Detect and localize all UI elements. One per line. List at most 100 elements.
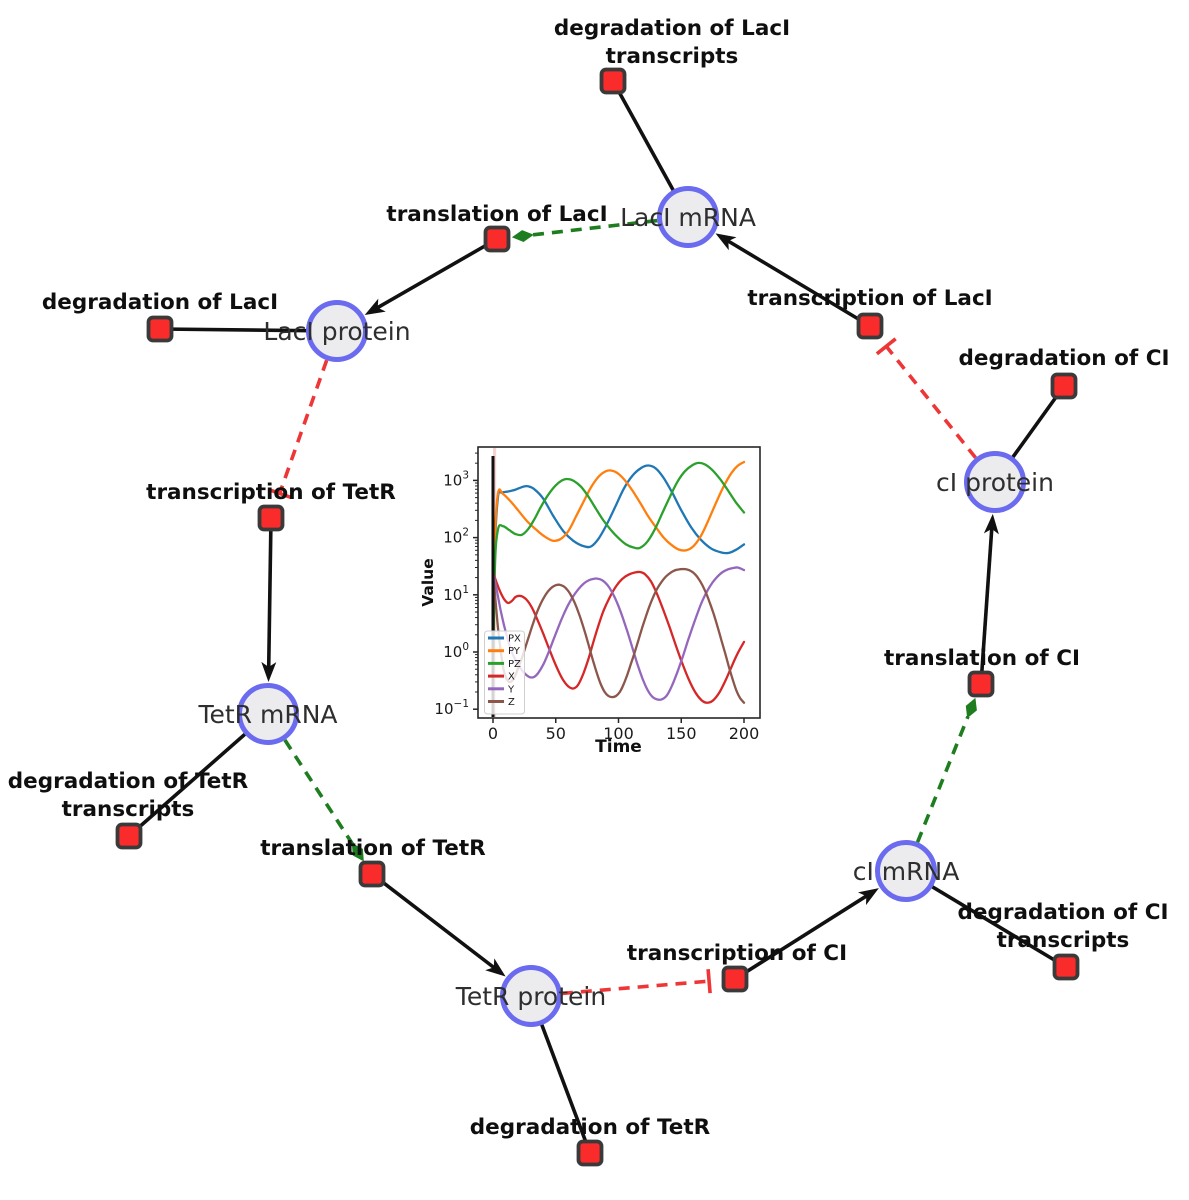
reaction-node-deg_laci	[146, 315, 174, 343]
inhibition-tee-icon	[267, 487, 292, 500]
reaction-label-deg_tetr_tx-line1: degradation of TetR	[8, 769, 249, 794]
reaction-node-tx_laci	[856, 312, 884, 340]
chart-series-PZ	[491, 461, 746, 688]
nodes-layer	[115, 67, 1080, 1167]
legend-label-PY: PY	[508, 646, 521, 657]
chart-series-X	[491, 570, 746, 704]
species-node-laci_mrna	[657, 186, 719, 248]
species-node-tetr_protein	[500, 965, 562, 1027]
modifier-dashed-line	[283, 739, 355, 846]
edge-production-tx_laci-laci_mrna	[715, 233, 871, 328]
species-label-tetr_mrna: TetR mRNA	[197, 700, 337, 729]
reaction-node-deg_tetr_tx	[115, 822, 143, 850]
arrowhead-icon	[858, 888, 879, 906]
edge-inhibition-ci_protein-tx_laci	[875, 337, 978, 459]
arrowhead-icon	[485, 958, 506, 977]
legend-label-PX: PX	[508, 634, 521, 645]
edge-modifier-laci_mrna-transl_laci	[511, 218, 658, 242]
reaction-label-transl_tetr-line1: translation of TetR	[260, 836, 486, 861]
arrowhead-icon	[261, 661, 277, 682]
inhibition-dashed-line	[277, 359, 329, 495]
edge-inhibition-tetr_protein-tx_ci	[561, 969, 712, 996]
arrowhead-icon	[364, 298, 386, 315]
inset-chart: 0 50 100 150 20010−1100101102103TimeValuePXP…	[419, 446, 761, 757]
production-line	[375, 237, 498, 310]
x-tick-label: 50	[546, 724, 566, 743]
inhibition-dashed-line	[561, 979, 710, 996]
species-node-laci_protein	[306, 300, 368, 362]
reaction-node-deg_ci_tx	[1052, 953, 1080, 981]
reaction-label-deg_tetr_tx-line2: transcripts	[62, 797, 195, 822]
edge-inhibition-laci_protein-tx_tetr	[267, 359, 329, 500]
inhibition-dashed-line	[884, 345, 978, 459]
reaction-node-tx_ci	[721, 965, 749, 993]
reaction-node-transl_laci	[483, 225, 511, 253]
production-line	[979, 527, 994, 685]
x-tick-label: 150	[666, 724, 697, 743]
reaction-label-deg_ci-line1: degradation of CI	[959, 346, 1170, 371]
edge-production-tx_ci-ci_mrna	[734, 888, 879, 981]
species-label-ci_mrna: cI mRNA	[853, 857, 960, 886]
x-tick-label: 0	[488, 724, 498, 743]
species-label-laci_protein: LacI protein	[263, 317, 410, 346]
x-tick-label: 100	[603, 724, 634, 743]
reaction-label-deg_tetr-line1: degradation of TetR	[470, 1115, 711, 1140]
species-node-ci_mrna	[875, 840, 937, 902]
production-line	[370, 872, 496, 970]
edge-modifier-ci_mrna-transl_ci	[915, 697, 977, 843]
modifier-arrowhead-icon	[511, 230, 534, 242]
arrowhead-icon	[715, 233, 737, 251]
reaction-node-tx_tetr	[257, 504, 285, 532]
y-axis-label: Value	[419, 558, 437, 606]
arrowhead-icon	[983, 513, 999, 535]
y-tick-label: 10−1	[434, 698, 469, 718]
y-tick-label: 100	[443, 641, 469, 661]
reaction-node-transl_ci	[967, 670, 995, 698]
chart-series-PX	[491, 464, 746, 688]
legend-label-PZ: PZ	[508, 659, 521, 670]
labels-layer: LacI mRNA LacI protein TetR mRNA TetR prote…	[8, 16, 1170, 1140]
reaction-label-deg_ci_tx-line2: transcripts	[997, 928, 1130, 953]
y-tick-label: 101	[443, 584, 469, 604]
species-label-laci_mrna: LacI mRNA	[620, 203, 756, 232]
reaction-node-deg_ci	[1050, 372, 1078, 400]
reaction-label-transl_ci-line1: translation of CI	[884, 646, 1080, 671]
reaction-label-deg_laci-line1: degradation of LacI	[42, 290, 278, 315]
edge-production-tx_tetr-tetr_mrna	[261, 517, 277, 682]
inhibition-tee-icon	[875, 337, 897, 356]
reaction-node-transl_tetr	[358, 860, 386, 888]
reaction-label-deg_ci_tx-line1: degradation of CI	[958, 900, 1169, 925]
reaction-label-tx_tetr-line1: transcription of TetR	[146, 480, 396, 505]
edge-modifier-tetr_mrna-transl_tetr	[283, 739, 364, 862]
reaction-node-deg_tetr	[576, 1139, 604, 1167]
inhibition-tee-icon	[706, 969, 712, 994]
modifier-dashed-line	[915, 715, 970, 843]
reaction-label-transl_laci-line1: translation of LacI	[386, 202, 607, 227]
production-line	[734, 894, 869, 981]
y-tick-label: 102	[443, 527, 469, 547]
reaction-node-deg_laci_tx	[599, 67, 627, 95]
species-label-tetr_protein: TetR protein	[455, 982, 606, 1011]
consumption-line	[905, 869, 1067, 969]
reaction-label-tx_ci-line1: transcription of CI	[627, 941, 847, 966]
species-node-tetr_mrna	[237, 683, 299, 745]
chart-series-PY	[491, 460, 746, 688]
legend-label-Y: Y	[507, 684, 515, 695]
legend-label-X: X	[508, 672, 515, 683]
chart-series-Y	[491, 566, 746, 701]
x-tick-label: 200	[729, 724, 760, 743]
modifier-arrowhead-icon	[965, 697, 977, 719]
modifier-dashed-line	[531, 218, 658, 237]
production-line	[726, 239, 871, 328]
species-node-ci_protein	[964, 451, 1026, 513]
reaction-label-deg_laci_tx-line1: degradation of LacI	[554, 16, 790, 41]
legend-label-Z: Z	[508, 697, 515, 708]
edge-production-transl_laci-laci_protein	[364, 237, 498, 315]
y-tick-label: 103	[443, 469, 469, 489]
species-label-ci_protein: cI protein	[936, 468, 1054, 497]
reaction-label-deg_laci_tx-line2: transcripts	[606, 44, 739, 69]
edge-production-transl_tetr-tetr_protein	[370, 872, 506, 977]
